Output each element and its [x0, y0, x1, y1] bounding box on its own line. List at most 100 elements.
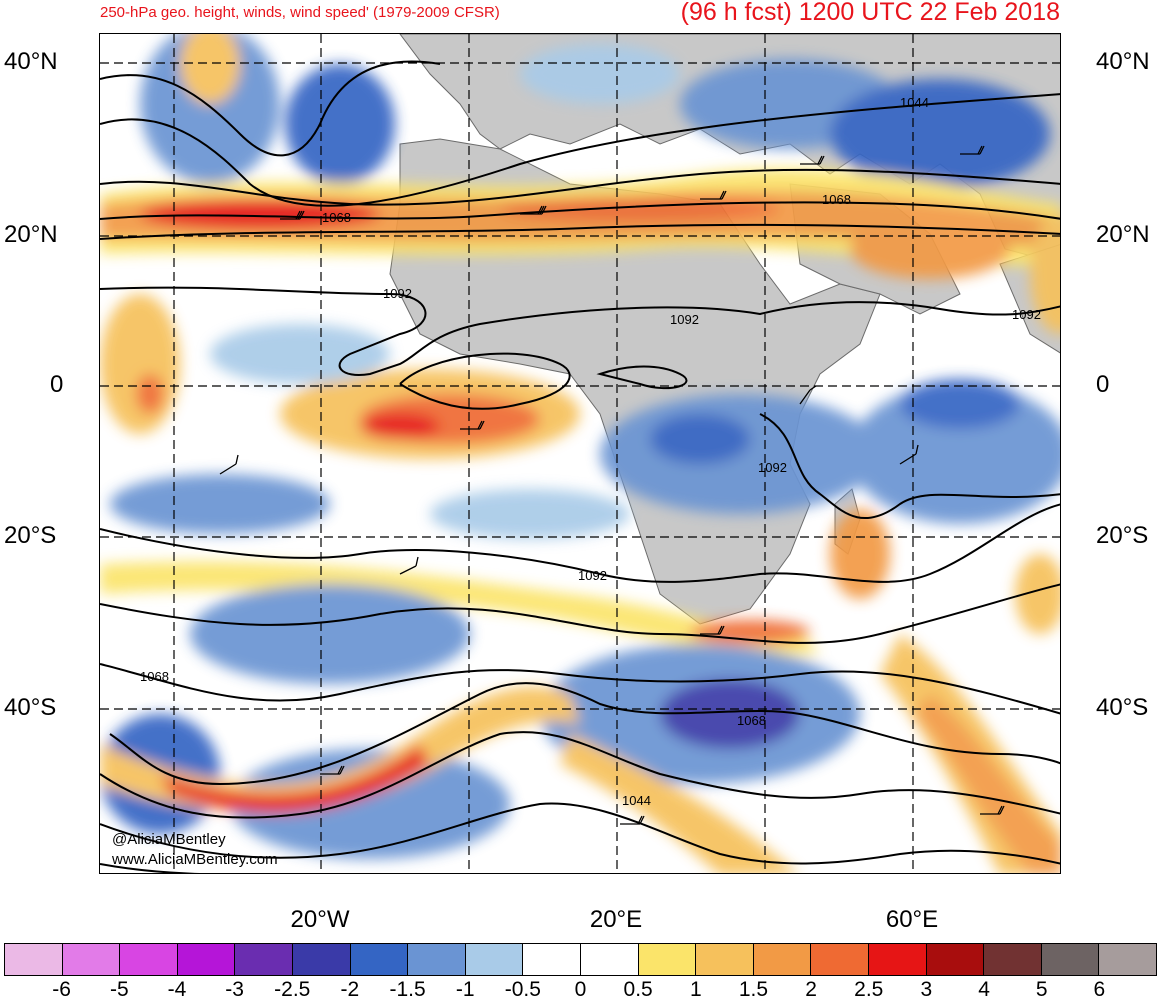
- contour-label: 1044: [622, 793, 651, 808]
- height-contour: [100, 863, 200, 873]
- lat-label-left: 20°N: [4, 221, 58, 248]
- contour-label: 1044: [900, 95, 929, 110]
- colorbar-swatch: [120, 944, 178, 975]
- colorbar-tick-label: -5: [109, 978, 129, 1001]
- height-contour: [100, 663, 1060, 715]
- lon-label: 60°E: [885, 906, 939, 933]
- colorbar-swatch: [580, 944, 639, 975]
- height-contours: [100, 60, 1060, 873]
- colorbar: [4, 943, 1157, 976]
- colorbar-swatch: [984, 944, 1042, 975]
- colorbar-swatch: [1041, 944, 1100, 975]
- lat-label-right: 40°N: [1096, 48, 1150, 75]
- wind-barbs: [219, 145, 1005, 825]
- colorbar-tick-label: -0.5: [504, 978, 541, 1001]
- lat-label-left: 20°S: [4, 522, 57, 549]
- contour-label: 1068: [822, 192, 851, 207]
- colorbar-tick-label: 0: [574, 978, 587, 1001]
- wind-barb: [620, 815, 645, 825]
- colorbar-swatch: [696, 944, 754, 975]
- height-contour: [109, 682, 1060, 786]
- lat-label-right: 40°S: [1096, 694, 1149, 721]
- wind-anomaly-shading: [100, 34, 1060, 873]
- map-subtitle: 250-hPa geo. height, winds, wind speed' …: [100, 4, 500, 21]
- colorbar-tick-label: 4: [978, 978, 990, 1001]
- colorbar-tick-label: 0.5: [623, 978, 653, 1001]
- height-contour: [596, 365, 688, 390]
- lat-label-right: 20°N: [1096, 221, 1150, 248]
- colorbar-tick-label: -4: [167, 978, 187, 1001]
- height-contour: [100, 286, 1060, 376]
- lat-lon-grid: [100, 34, 1060, 873]
- colorbar-tick-label: 6: [1093, 978, 1106, 1001]
- wind-barb: [399, 556, 419, 575]
- wind-barb: [280, 210, 305, 220]
- contour-label: 1092: [1012, 307, 1041, 322]
- contour-labels: 1044 1068 1068 1092 1092 1092 1092 1092 …: [140, 95, 1041, 808]
- colorbar-swatch: [638, 944, 697, 975]
- colorbar-swatch: [408, 944, 466, 975]
- lon-label: 20°W: [290, 906, 350, 933]
- colorbar-tick-label: -2.5: [274, 978, 311, 1001]
- colorbar-tick-label: -6: [52, 978, 71, 1001]
- wind-barb: [219, 454, 239, 475]
- wind-barb: [980, 805, 1005, 815]
- colorbar-swatch: [523, 944, 581, 975]
- lat-label-right: 0: [1096, 371, 1110, 398]
- height-contour: [100, 583, 1060, 644]
- colorbar-tick-label: -1.5: [389, 978, 426, 1001]
- colorbar-swatch: [465, 944, 524, 975]
- colorbar-tick-label: -1: [455, 978, 475, 1001]
- lon-label: 20°E: [589, 906, 643, 933]
- colorbar-tick-label: 1.5: [738, 978, 769, 1001]
- height-contour: [100, 168, 1060, 206]
- credit-handle: @AliciaMBentley: [112, 831, 226, 848]
- colorbar-swatch: [926, 944, 985, 975]
- contour-label: 1068: [140, 669, 169, 684]
- colorbar-swatch: [177, 944, 236, 975]
- lat-label-left: 40°N: [4, 48, 58, 75]
- colorbar-swatch: [753, 944, 812, 975]
- height-contour: [399, 352, 571, 410]
- colorbar-swatch: [1099, 944, 1156, 975]
- colorbar-tick-label: -2: [340, 978, 360, 1001]
- colorbar-tick-label: 2.5: [854, 978, 884, 1001]
- wind-barb: [700, 625, 725, 635]
- lat-label-left: 40°S: [4, 694, 57, 721]
- colorbar-swatch: [5, 944, 63, 975]
- map-canvas: 1044 1068 1068 1092 1092 1092 1092 1092 …: [100, 34, 1060, 873]
- wind-barb: [520, 205, 547, 215]
- contour-label: 1092: [578, 568, 607, 583]
- contour-label: 1068: [322, 210, 351, 225]
- contour-label: 1068: [737, 713, 766, 728]
- height-contour: [100, 201, 1060, 220]
- contour-label: 1092: [383, 286, 412, 301]
- wind-barb: [800, 155, 825, 165]
- lat-label-right: 20°S: [1096, 522, 1149, 549]
- wind-barb: [960, 145, 985, 155]
- height-contour: [100, 731, 1060, 819]
- contour-label: 1092: [758, 460, 787, 475]
- height-contour: [759, 413, 1060, 520]
- lat-label-left: 0: [50, 371, 64, 398]
- wind-barb: [899, 444, 919, 465]
- colorbar-tick-label: 3: [920, 978, 933, 1001]
- colorbar-swatch: [868, 944, 927, 975]
- colorbar-swatch: [811, 944, 869, 975]
- colorbar-swatch: [292, 944, 351, 975]
- colorbar-tick-label: 1: [689, 978, 702, 1001]
- colorbar-swatch: [235, 944, 293, 975]
- wind-barb: [320, 765, 345, 775]
- colorbar-tick-label: 2: [805, 978, 817, 1001]
- forecast-title: (96 h fcst) 1200 UTC 22 Feb 2018: [680, 0, 1060, 26]
- colorbar-tick-label: 5: [1035, 978, 1048, 1001]
- map-panel: 1044 1068 1068 1092 1092 1092 1092 1092 …: [99, 33, 1061, 874]
- height-contour: [100, 93, 1060, 207]
- height-contour: [100, 802, 1060, 865]
- credit-site: www.AliciaMBentley.com: [112, 851, 278, 868]
- height-contour: [100, 223, 1060, 240]
- contour-label: 1092: [670, 312, 699, 327]
- colorbar-tick-label: -3: [225, 978, 244, 1001]
- height-contour: [100, 503, 1060, 583]
- colorbar-swatch: [62, 944, 121, 975]
